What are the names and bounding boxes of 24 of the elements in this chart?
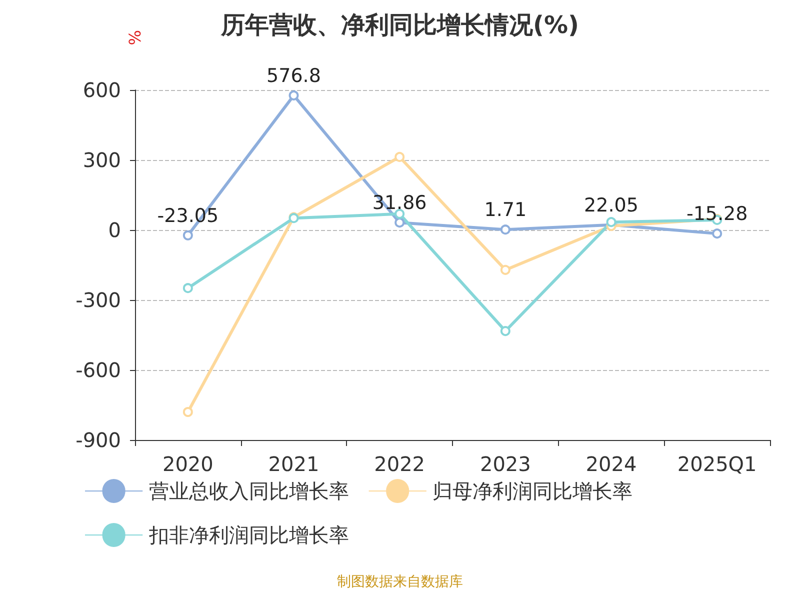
x-tick-label: 2025Q1 <box>677 452 757 476</box>
y-tick-label: -600 <box>76 358 121 382</box>
text: 制图数据来自数据库 <box>337 574 463 590</box>
x-tick-label: 2023 <box>480 452 531 476</box>
y-tick-label: 0 <box>108 218 121 242</box>
data-label: -15.28 <box>686 203 748 226</box>
data-label: 576.8 <box>266 64 321 87</box>
y-axis-title: % <box>126 30 144 46</box>
data-label: -23.05 <box>157 204 219 227</box>
data-label: 1.71 <box>484 199 527 222</box>
x-tick-label: 2021 <box>268 452 320 476</box>
legend-label: 营业总收入同比增长率 <box>148 479 349 503</box>
x-tick-label: 2022 <box>374 452 426 476</box>
x-tick-label: 2024 <box>586 452 637 476</box>
x-tick-label: 2020 <box>162 452 214 476</box>
y-tick-label: -300 <box>76 288 121 312</box>
y-tick-label: 600 <box>82 78 121 102</box>
data-label: 22.05 <box>584 194 638 216</box>
legend-label: 扣非净利润同比增长率 <box>148 523 349 547</box>
data-label: 31.86 <box>372 192 427 214</box>
y-tick-label: -900 <box>76 428 121 452</box>
chart-title: 历年营收、净利同比增长情况(%) <box>220 11 579 39</box>
y-tick-label: 300 <box>82 148 121 172</box>
legend-label: 归母净利润同比增长率 <box>432 479 633 503</box>
